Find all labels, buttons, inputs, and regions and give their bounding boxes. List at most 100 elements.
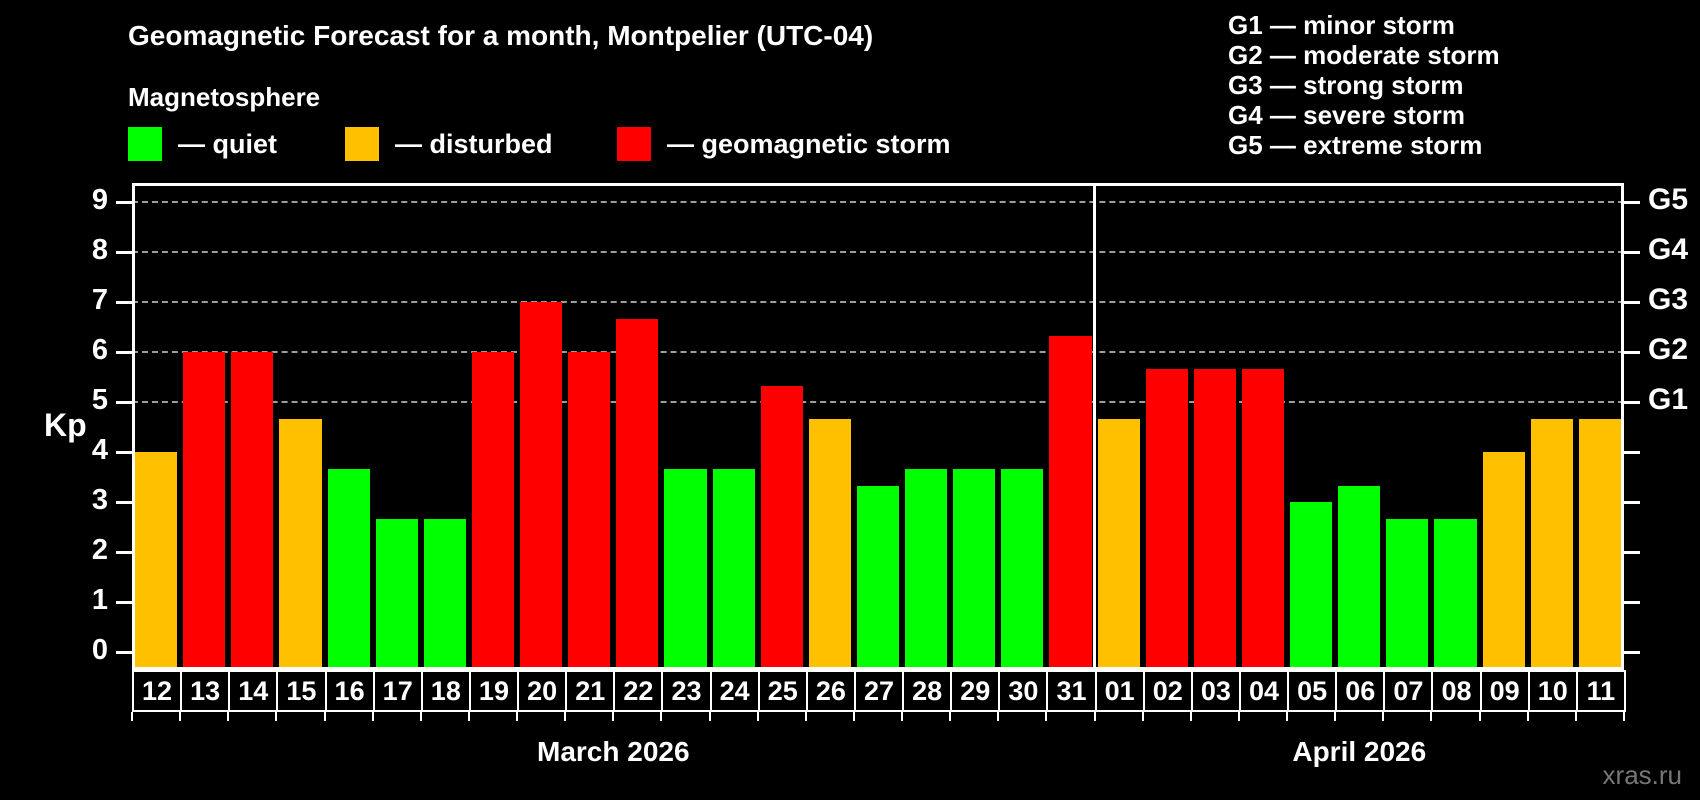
kp-bar-day-13 bbox=[183, 352, 226, 670]
kp-bar-day-18 bbox=[423, 518, 466, 670]
x-axis-tick bbox=[275, 712, 278, 721]
x-axis-tick bbox=[949, 712, 952, 721]
day-label-cell: 20 bbox=[517, 670, 568, 712]
legend-swatch-disturbed bbox=[345, 127, 379, 161]
day-label-cell: 19 bbox=[468, 670, 520, 712]
kp-bar-day-06 bbox=[1338, 485, 1381, 670]
x-axis-tick bbox=[419, 712, 422, 721]
day-label-cell: 15 bbox=[276, 670, 327, 712]
kp-bar-day-14 bbox=[231, 352, 274, 670]
day-label-cell: 01 bbox=[1094, 670, 1145, 712]
month-label: April 2026 bbox=[1292, 736, 1427, 767]
y-tick-label-4: 4 bbox=[91, 434, 108, 466]
y-tick-label-7: 7 bbox=[91, 284, 108, 316]
day-label-cell: 05 bbox=[1287, 670, 1338, 712]
x-axis-tick bbox=[612, 712, 615, 721]
day-label-cell: 11 bbox=[1575, 670, 1626, 712]
legend-label: — geomagnetic storm bbox=[667, 128, 951, 159]
kp-bar-day-26 bbox=[808, 418, 851, 670]
x-axis-tick bbox=[1189, 712, 1192, 721]
watermark: xras.ru bbox=[1602, 760, 1682, 790]
day-label-cell: 23 bbox=[661, 670, 712, 712]
y-axis-tick-left bbox=[116, 651, 132, 654]
x-axis-tick bbox=[179, 712, 182, 721]
x-axis-tick bbox=[323, 712, 326, 721]
kp-bar-day-21 bbox=[568, 352, 611, 670]
y-axis-tick-right bbox=[1624, 601, 1640, 604]
y-axis-tick-left bbox=[116, 351, 132, 354]
kp-bar-day-31 bbox=[1049, 335, 1092, 670]
legend-label: — disturbed bbox=[395, 128, 553, 159]
storm-scale-line: G5 — extreme storm bbox=[1228, 130, 1483, 160]
legend-label: — quiet bbox=[178, 128, 277, 159]
y-tick-label-5: 5 bbox=[91, 384, 108, 416]
g-scale-label-G1: G1 bbox=[1648, 383, 1689, 416]
y-axis-tick-right bbox=[1624, 201, 1640, 204]
y-axis-tick-left bbox=[116, 251, 132, 254]
day-label-cell: 29 bbox=[950, 670, 1001, 712]
x-axis-tick bbox=[1623, 712, 1625, 721]
day-label-cell: 27 bbox=[853, 670, 905, 712]
x-axis-tick bbox=[1382, 712, 1385, 721]
kp-bar-day-07 bbox=[1386, 518, 1429, 670]
day-label-cell: 18 bbox=[420, 670, 471, 712]
legend-swatch-quiet bbox=[128, 127, 162, 161]
day-label-cell: 10 bbox=[1527, 670, 1578, 712]
y-tick-label-2: 2 bbox=[91, 534, 108, 566]
legend-item-quiet: — quiet bbox=[128, 126, 277, 162]
y-axis-tick-right bbox=[1624, 401, 1640, 404]
y-axis-tick-right bbox=[1624, 551, 1640, 554]
kp-bar-day-05 bbox=[1290, 502, 1333, 670]
x-axis-tick bbox=[516, 712, 519, 721]
storm-scale-line: G4 — severe storm bbox=[1228, 100, 1466, 130]
kp-bar-day-02 bbox=[1145, 368, 1188, 670]
kp-bar-day-08 bbox=[1434, 518, 1477, 670]
x-axis-tick bbox=[227, 712, 230, 721]
x-axis-tick bbox=[564, 712, 567, 721]
gridline-kp7 bbox=[132, 301, 1624, 303]
x-axis-tick bbox=[997, 712, 1000, 721]
month-separator bbox=[1093, 183, 1097, 670]
legend-item-geomagnetic-storm: — geomagnetic storm bbox=[617, 126, 951, 162]
storm-scale-line: G3 — strong storm bbox=[1228, 70, 1464, 100]
day-label-cell: 06 bbox=[1335, 670, 1386, 712]
gridline-kp5 bbox=[132, 401, 1624, 403]
legend-item-disturbed: — disturbed bbox=[345, 126, 553, 162]
day-label-cell: 08 bbox=[1431, 670, 1482, 712]
x-axis-tick bbox=[804, 712, 807, 721]
day-label-cell: 14 bbox=[228, 670, 279, 712]
x-axis-tick bbox=[1045, 712, 1048, 721]
y-axis-tick-right bbox=[1624, 301, 1640, 304]
day-label-cell: 21 bbox=[565, 670, 616, 712]
kp-bar-day-23 bbox=[664, 468, 707, 670]
y-axis-tick-right bbox=[1624, 451, 1640, 454]
y-tick-label-3: 3 bbox=[91, 484, 108, 516]
y-axis-tick-left bbox=[116, 501, 132, 504]
y-axis-tick-left bbox=[116, 401, 132, 404]
kp-bar-day-20 bbox=[520, 302, 563, 670]
x-axis-tick bbox=[1334, 712, 1337, 721]
x-axis-tick bbox=[1237, 712, 1240, 721]
y-tick-label-8: 8 bbox=[91, 234, 108, 266]
day-label-cell: 09 bbox=[1479, 670, 1530, 712]
gridline-kp9 bbox=[132, 201, 1624, 203]
x-axis-tick bbox=[1141, 712, 1144, 721]
y-axis-tick-left bbox=[116, 301, 132, 304]
day-label-cell: 25 bbox=[757, 670, 808, 712]
y-tick-label-1: 1 bbox=[91, 584, 108, 616]
g-scale-label-G4: G4 bbox=[1648, 233, 1689, 266]
x-axis-tick bbox=[1478, 712, 1481, 721]
gridline-kp6 bbox=[132, 351, 1624, 353]
g-scale-label-G5: G5 bbox=[1648, 183, 1689, 216]
y-axis-tick-right bbox=[1624, 501, 1640, 504]
kp-bar-day-25 bbox=[760, 385, 803, 670]
y-axis-tick-left bbox=[116, 601, 132, 604]
x-axis-tick bbox=[660, 712, 663, 721]
x-axis-tick bbox=[131, 712, 133, 721]
day-label-cell: 31 bbox=[1046, 670, 1097, 712]
day-label-cell: 28 bbox=[902, 670, 953, 712]
day-label-cell: 02 bbox=[1142, 670, 1193, 712]
y-axis-tick-left bbox=[116, 201, 132, 204]
storm-scale-line: G1 — minor storm bbox=[1228, 10, 1455, 40]
